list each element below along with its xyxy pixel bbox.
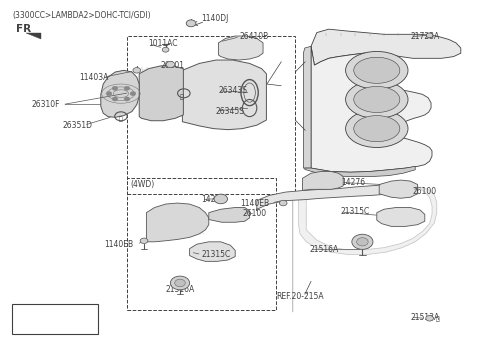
Ellipse shape	[124, 97, 130, 101]
Text: 26100: 26100	[242, 209, 266, 218]
Polygon shape	[303, 46, 311, 168]
Circle shape	[133, 68, 141, 73]
Text: 26101: 26101	[161, 61, 185, 70]
Ellipse shape	[124, 86, 130, 90]
Ellipse shape	[346, 81, 408, 118]
Text: 21315C: 21315C	[341, 208, 370, 216]
Text: 1140EB: 1140EB	[104, 240, 133, 249]
Ellipse shape	[106, 92, 112, 96]
Polygon shape	[146, 203, 209, 242]
Polygon shape	[377, 208, 425, 226]
Text: (3300CC>LAMBDA2>DOHC-TCI/GDI): (3300CC>LAMBDA2>DOHC-TCI/GDI)	[12, 11, 151, 20]
Text: 1011AC: 1011AC	[148, 39, 177, 48]
Text: ⓒ: ⓒ	[429, 315, 432, 321]
Circle shape	[175, 279, 185, 287]
Polygon shape	[190, 242, 235, 261]
Text: PNC.26320A : ⓐ-ⓒ: PNC.26320A : ⓐ-ⓒ	[18, 321, 79, 328]
Polygon shape	[26, 33, 41, 39]
Polygon shape	[182, 60, 266, 130]
Text: 1140EB: 1140EB	[240, 199, 270, 208]
Text: 26343S: 26343S	[218, 86, 247, 95]
Polygon shape	[302, 172, 343, 190]
Ellipse shape	[354, 86, 400, 113]
Text: ⓑ: ⓑ	[119, 117, 123, 122]
Text: NOTE: NOTE	[18, 305, 41, 314]
Ellipse shape	[354, 57, 400, 83]
Text: 11403A: 11403A	[79, 73, 108, 82]
Text: 1140DJ: 1140DJ	[202, 14, 229, 23]
Text: 26410B: 26410B	[240, 32, 269, 40]
Polygon shape	[257, 185, 386, 211]
Circle shape	[279, 200, 287, 206]
Text: 21315C: 21315C	[202, 250, 231, 259]
Text: 21513A: 21513A	[410, 313, 440, 322]
Ellipse shape	[354, 116, 400, 142]
Ellipse shape	[346, 51, 408, 89]
Polygon shape	[139, 66, 183, 121]
Circle shape	[162, 47, 169, 52]
Text: 26310F: 26310F	[31, 100, 60, 109]
Text: 21516A: 21516A	[310, 245, 339, 254]
Text: 14276: 14276	[341, 178, 365, 187]
Bar	[127, 178, 276, 310]
Text: 21723A: 21723A	[410, 32, 440, 41]
Text: ⓒ: ⓒ	[436, 316, 440, 322]
Polygon shape	[305, 166, 415, 177]
Circle shape	[140, 238, 148, 244]
Text: FR: FR	[16, 24, 31, 34]
Text: (4WD): (4WD)	[131, 180, 155, 189]
Text: 21516A: 21516A	[166, 285, 195, 294]
Circle shape	[426, 316, 433, 321]
Polygon shape	[101, 70, 139, 117]
Text: ⓐ: ⓐ	[180, 94, 183, 99]
Polygon shape	[218, 36, 263, 60]
Circle shape	[214, 194, 228, 204]
Circle shape	[352, 234, 373, 249]
Ellipse shape	[130, 92, 136, 96]
Circle shape	[357, 238, 368, 246]
Polygon shape	[311, 46, 432, 172]
Text: 26345S: 26345S	[216, 107, 245, 116]
Polygon shape	[293, 187, 437, 312]
Circle shape	[170, 276, 190, 290]
Polygon shape	[209, 208, 250, 222]
Text: 26100: 26100	[413, 187, 437, 196]
Bar	[12, 304, 98, 334]
Circle shape	[166, 61, 175, 68]
Text: 26351D: 26351D	[62, 121, 92, 130]
Ellipse shape	[112, 86, 118, 90]
Text: REF.20-215A: REF.20-215A	[276, 292, 324, 300]
Circle shape	[186, 20, 196, 27]
Polygon shape	[379, 180, 418, 198]
Polygon shape	[311, 29, 461, 65]
Circle shape	[426, 33, 433, 38]
Ellipse shape	[346, 110, 408, 147]
Bar	[127, 36, 295, 194]
Text: 14276: 14276	[202, 195, 226, 204]
Ellipse shape	[112, 97, 118, 101]
